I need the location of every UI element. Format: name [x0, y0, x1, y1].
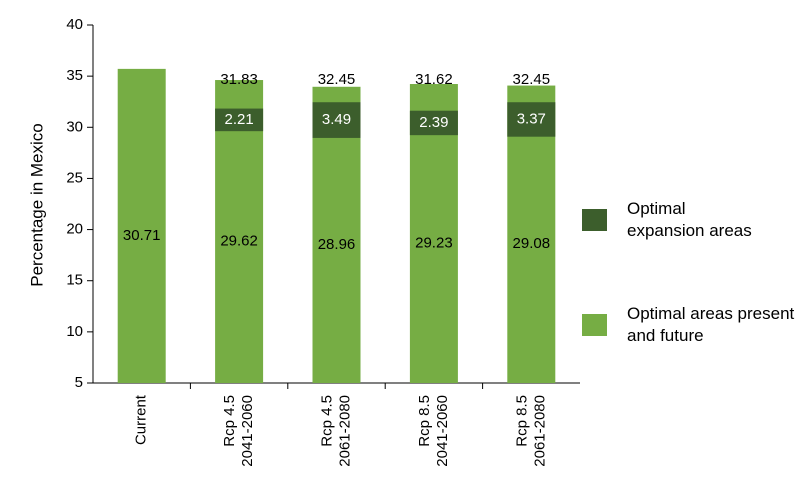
legend-label: Optimal areas present and future [627, 304, 795, 345]
bar-segment [507, 102, 556, 137]
y-tick-label: 35 [66, 67, 83, 84]
legend-swatch [582, 314, 607, 336]
y-tick-label: 25 [66, 169, 83, 186]
data-label: 3.37 [517, 110, 546, 127]
data-label: 28.96 [318, 236, 356, 253]
y-tick-label: 40 [66, 16, 83, 33]
data-label: 3.49 [322, 111, 351, 128]
bar-segment [312, 102, 361, 138]
bar-segment [117, 68, 166, 384]
data-label: 2.21 [224, 111, 253, 128]
total-label: 31.83 [220, 71, 258, 88]
x-tick-label: Rcp 4.5 [318, 395, 335, 447]
x-tick-label: 2061-2080 [531, 395, 548, 467]
x-tick-label: Current [133, 394, 150, 445]
x-tick-label: 2041-2060 [434, 395, 451, 467]
data-label: 2.39 [419, 114, 448, 131]
y-tick-label: 10 [66, 323, 83, 340]
data-label: 29.08 [513, 235, 551, 252]
legend-swatch [582, 209, 607, 231]
legend-label: Optimal expansion areas [627, 199, 752, 240]
total-label: 32.45 [318, 71, 356, 88]
bar-segment [409, 110, 458, 136]
x-tick-label: 2061-2080 [336, 395, 353, 467]
data-label: 29.62 [220, 232, 258, 249]
y-tick-label: 5 [75, 374, 83, 391]
total-label: 31.62 [415, 71, 453, 88]
y-tick-label: 30 [66, 118, 83, 135]
legend-item: Optimal areas present and future [582, 303, 797, 347]
y-tick-label: 15 [66, 272, 83, 289]
x-tick-label: Rcp 4.5 [221, 395, 238, 447]
bar-segment [215, 108, 264, 132]
data-label: 30.71 [123, 227, 161, 244]
x-tick-label: Rcp 8.5 [513, 395, 530, 447]
total-label: 32.45 [513, 71, 551, 88]
y-tick-label: 20 [66, 221, 83, 238]
x-tick-label: 2041-2060 [239, 395, 256, 467]
legend-item: Optimal expansion areas [582, 198, 797, 242]
x-tick-label: Rcp 8.5 [416, 395, 433, 447]
data-label: 29.23 [415, 234, 453, 251]
y-axis-label: Percentage in Mexico [27, 123, 46, 286]
